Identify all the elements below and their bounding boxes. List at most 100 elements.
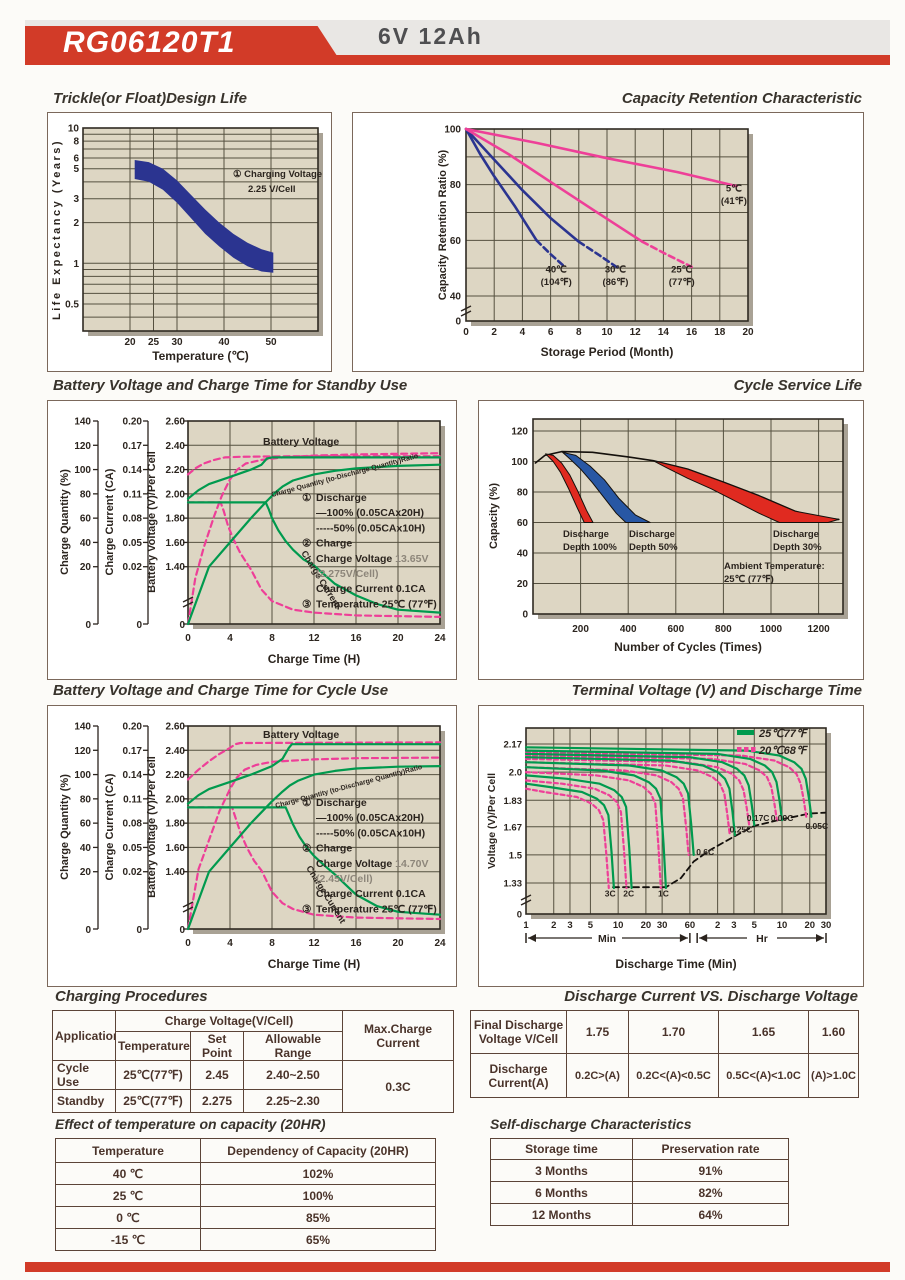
svg-text:1.83: 1.83 [504,796,523,807]
model-banner: RG06120T1 [25,26,343,65]
table-cell: Application [52,1010,116,1061]
title-cycle-life: Cycle Service Life [733,377,862,394]
svg-text:0: 0 [179,620,185,631]
svg-text:60: 60 [450,236,462,247]
svg-text:50: 50 [265,337,277,348]
svg-text:60: 60 [685,920,696,931]
svg-text:40: 40 [218,337,230,348]
svg-text:0.11: 0.11 [123,489,142,500]
svg-text:2.00: 2.00 [166,489,186,500]
svg-text:12: 12 [630,327,642,338]
svg-text:Battery Voltage: Battery Voltage [263,436,339,448]
svg-text:Depth 50%: Depth 50% [629,542,678,553]
table-row: 12 Months 64% [490,1203,789,1226]
panel-trickle: 10 8 6 5 3 2 1 0.5 20 25 30 40 50 ① Charging Voltage 2… [47,112,332,372]
svg-text:4: 4 [520,327,526,338]
table-cell: Allowable Range [242,1031,344,1061]
svg-text:600: 600 [667,624,684,635]
svg-text:6: 6 [548,327,554,338]
svg-text:0: 0 [463,327,469,338]
svg-text:4: 4 [227,633,233,644]
svg-text:6: 6 [73,154,79,165]
table-cell: 2.25~2.30 [242,1089,344,1113]
model-number: RG06120T1 [63,26,236,59]
header-red-strip [25,55,890,65]
svg-text:(104℉): (104℉) [541,277,572,288]
table-cell: 2.275 [190,1089,244,1113]
svg-text:1C: 1C [658,888,669,898]
svg-text:100: 100 [74,770,91,781]
discharge-voltage-table: Final Discharge Voltage V/Cell 1.75 1.70 … [470,1010,859,1098]
svg-text:Charge Quantity (%): Charge Quantity (%) [59,469,71,575]
svg-text:1.5: 1.5 [509,850,523,861]
svg-text:Charge: Charge [316,843,352,855]
svg-text:1: 1 [523,920,529,931]
svg-text:Capacity Retention Ratio (%): Capacity Retention Ratio (%) [437,149,449,300]
svg-text:2: 2 [715,920,720,931]
title-trickle: Trickle(or Float)Design Life [53,90,247,107]
svg-text:40: 40 [517,549,529,560]
table-cell: 0.2C>(A) [566,1053,629,1098]
panel-cycle-use: Charge Quantity (%) 140 120 100 80 60 40 20 0 Cha… [47,705,457,987]
svg-text:120: 120 [74,746,91,757]
svg-text:24: 24 [434,633,446,644]
svg-text:12: 12 [308,938,320,949]
svg-text:1.60: 1.60 [166,843,186,854]
svg-text:200: 200 [572,624,589,635]
svg-text:0.08: 0.08 [123,514,143,525]
svg-text:Hr: Hr [756,933,768,945]
table-cell: Charge Voltage(V/Cell) [114,1010,344,1032]
svg-text:①: ① [302,492,312,504]
svg-text:0.14: 0.14 [123,465,143,476]
svg-text:-----50% (0.05CAx10H): -----50% (0.05CAx10H) [316,522,425,534]
table-row: 0 ℃ 85% [55,1206,436,1229]
table-cell: Final Discharge Voltage V/Cell [470,1010,567,1054]
svg-text:2.40: 2.40 [166,746,186,757]
svg-text:②: ② [302,538,312,550]
temp-capacity-table: Temperature Dependency of Capacity (20HR… [55,1138,436,1251]
svg-text:1.33: 1.33 [504,879,523,890]
svg-text:400: 400 [620,624,637,635]
table-row: Temperature Dependency of Capacity (20HR… [55,1138,436,1163]
table-cell: 65% [200,1228,436,1251]
svg-text:30: 30 [657,920,668,931]
svg-text:10: 10 [613,920,624,931]
svg-text:40℃: 40℃ [546,264,568,275]
svg-text:Capacity (%): Capacity (%) [488,483,500,549]
table-cell: Max.Charge Current [342,1010,455,1061]
svg-text:4: 4 [227,938,233,949]
svg-text:Temperature (℃): Temperature (℃) [152,349,249,363]
svg-text:Battery Voltage: Battery Voltage [263,729,339,741]
svg-text:2.60: 2.60 [166,417,186,428]
svg-text:20℃68℉: 20℃68℉ [758,745,809,757]
table-cell: 85% [200,1206,436,1229]
svg-text:0.5: 0.5 [65,300,79,311]
svg-text:80: 80 [517,488,529,499]
table-cell: 2.45 [190,1060,244,1090]
svg-text:2.60: 2.60 [166,722,186,733]
svg-text:140: 140 [74,417,91,428]
table-cell: 40 ℃ [55,1162,201,1185]
svg-text:3: 3 [731,920,736,931]
table-cell: 100% [200,1184,436,1207]
svg-text:Charge Time (H): Charge Time (H) [268,957,360,971]
svg-text:60: 60 [80,514,92,525]
svg-text:Battery Voltage (V)/Per Cell: Battery Voltage (V)/Per Cell [146,451,158,593]
svg-text:Discharge: Discharge [316,492,367,504]
svg-text:8: 8 [269,633,275,644]
svg-text:0: 0 [136,620,142,631]
table-cell: 12 Months [490,1203,633,1226]
svg-text:3C: 3C [605,888,616,898]
svg-text:18: 18 [714,327,726,338]
svg-text:0.11: 0.11 [123,794,142,805]
svg-text:0.20: 0.20 [123,417,143,428]
title-temp-capacity: Effect of temperature on capacity (20HR) [55,1116,326,1132]
table-cell: Storage time [490,1138,633,1160]
svg-text:—100% (0.05CAx20H): —100% (0.05CAx20H) [316,507,424,519]
svg-text:100: 100 [444,125,461,136]
svg-text:40: 40 [80,538,92,549]
svg-text:Battery Voltage (V)/Per Cell: Battery Voltage (V)/Per Cell [146,756,158,898]
svg-text:0: 0 [136,925,142,936]
table-row: Storage time Preservation rate [490,1138,789,1160]
svg-text:5: 5 [588,920,594,931]
